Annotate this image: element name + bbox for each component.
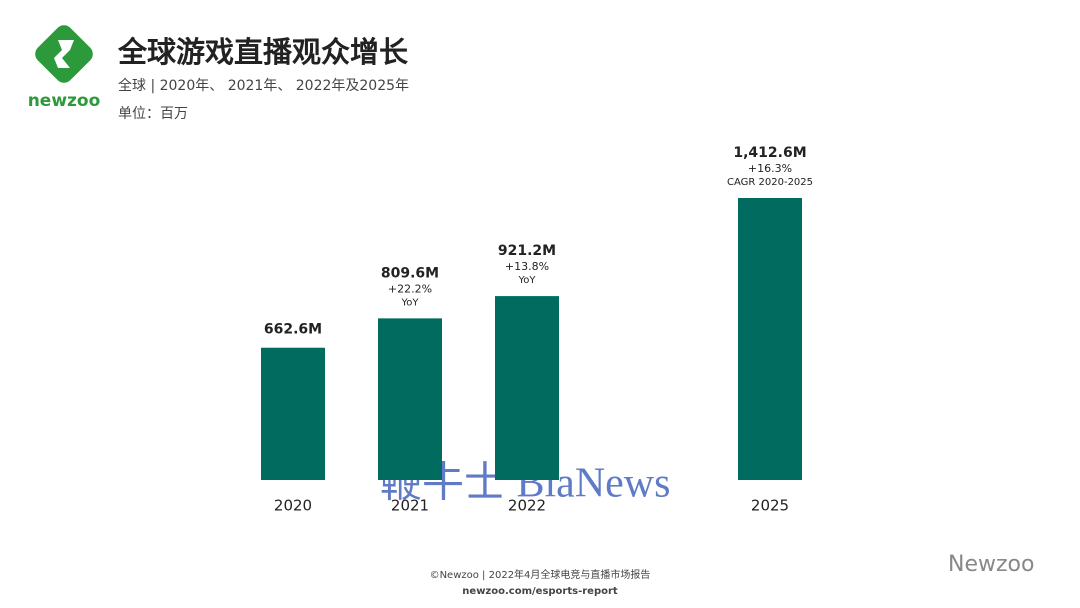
- footer-url: newzoo.com/esports-report: [462, 586, 618, 597]
- value-label: 662.6M: [264, 322, 322, 338]
- bar: [738, 198, 802, 480]
- unit: 单位：百万: [118, 106, 188, 122]
- value-label: 1,412.6M: [733, 145, 806, 161]
- annotation: YoY: [517, 275, 536, 286]
- annotation: YoY: [400, 297, 419, 308]
- x-tick-label: 2021: [391, 497, 429, 515]
- logo: newzoo: [28, 25, 101, 111]
- value-label: 921.2M: [498, 243, 556, 259]
- chart-title: 全球游戏直播观众增长: [117, 35, 409, 69]
- annotation: +13.8%: [505, 260, 549, 273]
- brand: newzoo: [28, 91, 101, 111]
- bar: [378, 318, 442, 480]
- footer-source: ©Newzoo | 2022年4月全球电竞与直播市场报告: [430, 568, 651, 581]
- annotation: +22.2%: [388, 282, 432, 295]
- x-tick-label: 2022: [508, 497, 546, 515]
- value-label: 809.6M: [381, 265, 439, 281]
- watermark: Newzoo: [948, 552, 1034, 577]
- x-tick-label: 2020: [274, 497, 312, 515]
- subtitle: 全球 | 2020年、 2021年、 2022年及2025年: [118, 77, 409, 94]
- annotation: CAGR 2020-2025: [727, 177, 813, 188]
- bar: [495, 296, 559, 480]
- bar: [261, 347, 325, 480]
- annotation: +16.3%: [748, 162, 792, 175]
- x-tick-label: 2025: [751, 497, 789, 515]
